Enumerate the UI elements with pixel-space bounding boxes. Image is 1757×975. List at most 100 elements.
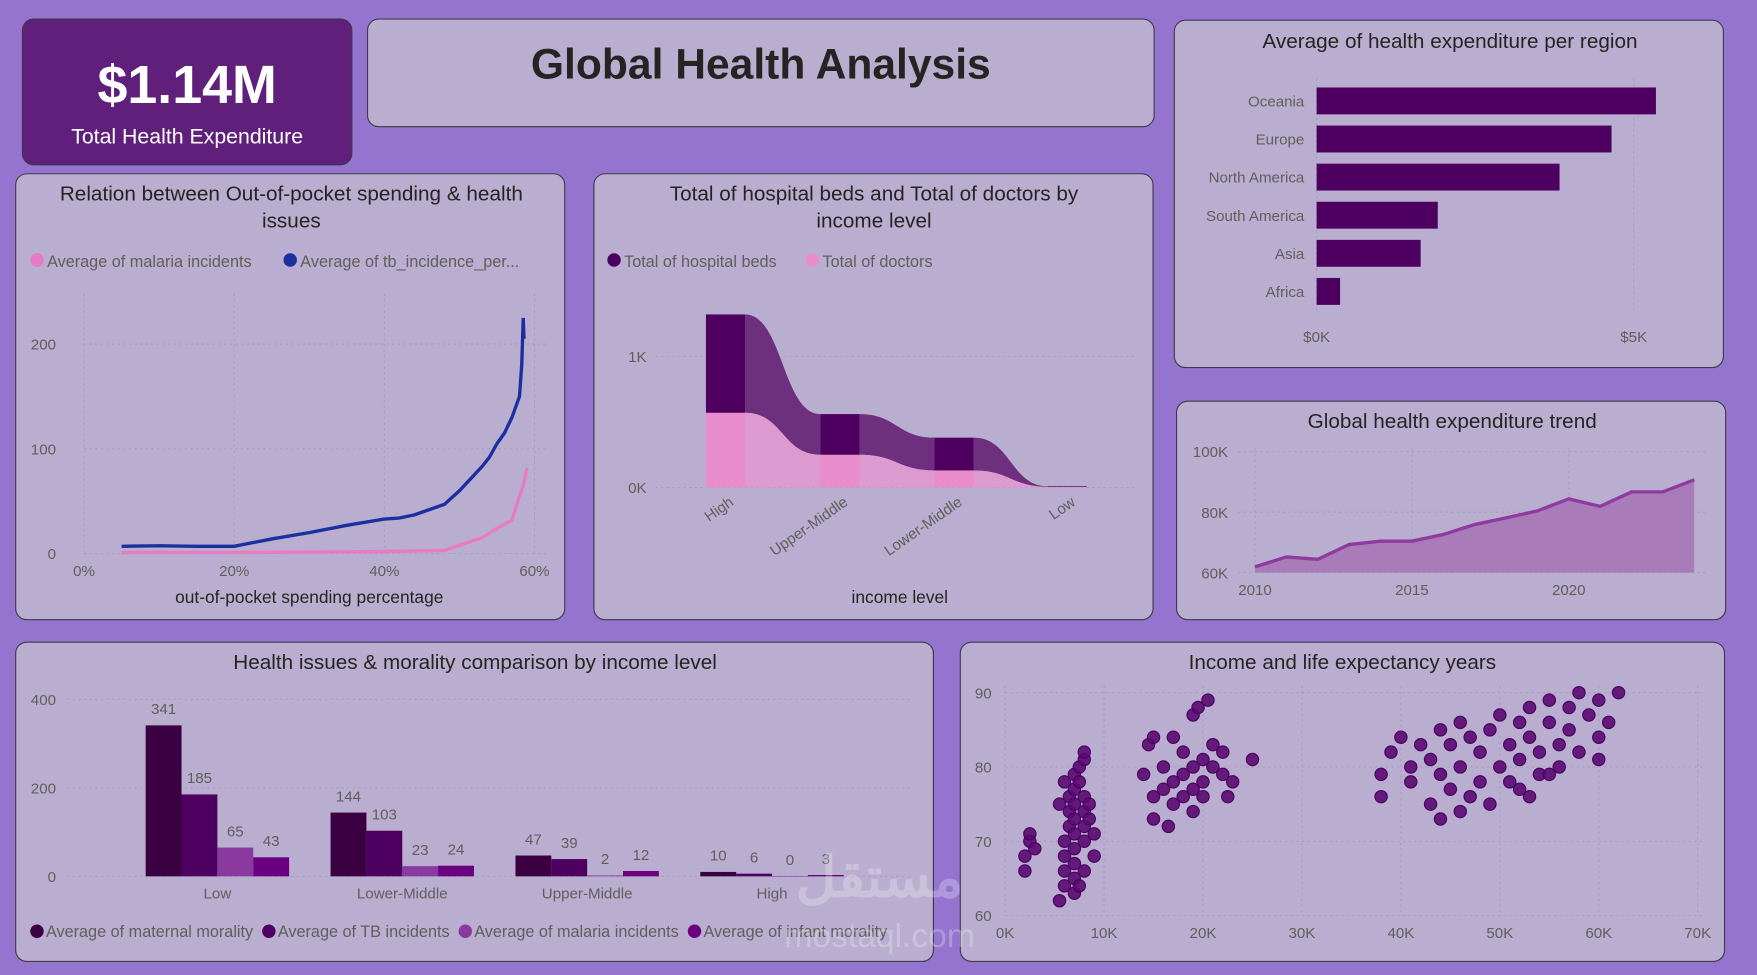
- scatter-point[interactable]: [1146, 789, 1161, 804]
- bar[interactable]: [402, 866, 439, 877]
- scatter-point[interactable]: [1512, 715, 1527, 730]
- scatter-point[interactable]: [1433, 767, 1448, 782]
- scatter-point[interactable]: [1166, 797, 1181, 811]
- bar[interactable]: [438, 865, 474, 877]
- scatter-point[interactable]: [1512, 782, 1527, 796]
- scatter-point[interactable]: [1592, 693, 1606, 707]
- scatter-point[interactable]: [1423, 752, 1438, 767]
- scatter-point[interactable]: [1493, 708, 1507, 722]
- oop-line-chart[interactable]: Relation between Out-of-pocket spending …: [15, 173, 566, 621]
- scatter-point[interactable]: [1443, 737, 1458, 752]
- scatter-point[interactable]: [1503, 775, 1517, 789]
- scatter-point[interactable]: [1082, 797, 1096, 811]
- bar[interactable]: [366, 830, 403, 877]
- scatter-point[interactable]: [1611, 685, 1626, 700]
- scatter-point[interactable]: [1166, 775, 1181, 789]
- column-beds[interactable]: [820, 414, 860, 455]
- scatter-point[interactable]: [1542, 693, 1557, 707]
- scatter-point[interactable]: [1067, 856, 1082, 871]
- column-doctors[interactable]: [705, 412, 746, 488]
- scatter-point[interactable]: [1463, 789, 1477, 804]
- legend-label[interactable]: Average of infant morality: [703, 923, 888, 941]
- scatter-point[interactable]: [1136, 767, 1151, 782]
- scatter-point[interactable]: [1057, 864, 1072, 878]
- scatter-point[interactable]: [1532, 745, 1547, 759]
- scatter-point[interactable]: [1057, 775, 1072, 789]
- scatter-point[interactable]: [1473, 745, 1487, 759]
- scatter-point[interactable]: [1552, 760, 1566, 774]
- scatter-point[interactable]: [1028, 841, 1042, 856]
- scatter-point[interactable]: [1176, 767, 1190, 782]
- scatter-point[interactable]: [1522, 789, 1537, 804]
- bar-europe[interactable]: [1316, 125, 1612, 153]
- scatter-point[interactable]: [1384, 745, 1398, 759]
- scatter-point[interactable]: [1374, 767, 1388, 782]
- bar[interactable]: [217, 847, 254, 877]
- scatter-point[interactable]: [1221, 789, 1235, 804]
- bar[interactable]: [145, 725, 182, 877]
- scatter-point[interactable]: [1552, 737, 1566, 752]
- scatter-point[interactable]: [1562, 723, 1576, 737]
- scatter-point[interactable]: [1463, 730, 1477, 744]
- scatter-point[interactable]: [1186, 782, 1200, 796]
- ribbon-doctors[interactable]: [973, 470, 1048, 488]
- scatter-point[interactable]: [1453, 715, 1467, 730]
- scatter-point[interactable]: [1423, 797, 1438, 811]
- scatter-point[interactable]: [1206, 737, 1220, 752]
- scatter-point[interactable]: [1186, 760, 1200, 774]
- bar-africa[interactable]: [1316, 277, 1341, 305]
- income-life-scatter-chart[interactable]: Income and life expectancy years 60 70 80 9…: [959, 641, 1726, 963]
- scatter-point[interactable]: [1018, 849, 1032, 863]
- scatter-point[interactable]: [1087, 849, 1101, 863]
- column-beds[interactable]: [1047, 486, 1087, 487]
- scatter-point[interactable]: [1067, 827, 1082, 841]
- ribbon-doctors[interactable]: [859, 454, 935, 488]
- column-beds[interactable]: [705, 314, 746, 413]
- bar[interactable]: [253, 857, 290, 877]
- health-issues-bar-chart[interactable]: Health issues & morality comparison by i…: [15, 641, 934, 963]
- scatter-point[interactable]: [1522, 700, 1537, 715]
- scatter-point[interactable]: [1082, 812, 1096, 826]
- scatter-point[interactable]: [1225, 775, 1240, 789]
- bar-asia[interactable]: [1316, 239, 1421, 267]
- scatter-point[interactable]: [1473, 775, 1487, 789]
- bar[interactable]: [623, 871, 659, 877]
- scatter-point[interactable]: [1562, 700, 1576, 715]
- series-line-0[interactable]: [121, 467, 529, 555]
- scatter-point[interactable]: [1522, 730, 1537, 744]
- ribbon-beds[interactable]: [973, 437, 1048, 487]
- scatter-point[interactable]: [1146, 812, 1161, 826]
- scatter-point[interactable]: [1196, 789, 1210, 804]
- scatter-point[interactable]: [1512, 752, 1527, 767]
- scatter-point[interactable]: [1216, 745, 1230, 759]
- scatter-point[interactable]: [1176, 789, 1190, 804]
- column-doctors[interactable]: [1047, 486, 1087, 488]
- scatter-point[interactable]: [1453, 804, 1467, 819]
- series-line-1[interactable]: [121, 317, 526, 548]
- scatter-point[interactable]: [1196, 775, 1210, 789]
- scatter-point[interactable]: [1592, 752, 1606, 767]
- scatter-point[interactable]: [1052, 797, 1067, 811]
- bar[interactable]: [807, 874, 844, 877]
- scatter-point[interactable]: [1057, 849, 1072, 863]
- bar[interactable]: [181, 794, 218, 877]
- scatter-point[interactable]: [1582, 708, 1596, 722]
- legend-label[interactable]: Average of malaria incidents: [47, 253, 252, 271]
- scatter-point[interactable]: [1413, 737, 1428, 752]
- scatter-point[interactable]: [1453, 760, 1467, 774]
- scatter-point[interactable]: [1161, 819, 1176, 834]
- scatter-point[interactable]: [1374, 789, 1388, 804]
- scatter-point[interactable]: [1503, 737, 1517, 752]
- scatter-point[interactable]: [1493, 760, 1507, 774]
- column-beds[interactable]: [934, 437, 974, 471]
- scatter-point[interactable]: [1483, 797, 1497, 811]
- scatter-point[interactable]: [1216, 767, 1230, 782]
- bar-south-america[interactable]: [1316, 201, 1438, 229]
- column-doctors[interactable]: [934, 470, 974, 488]
- bar[interactable]: [700, 871, 737, 877]
- bar[interactable]: [515, 855, 552, 877]
- ribbon-doctors[interactable]: [745, 412, 821, 488]
- beds-doctors-ribbon-chart[interactable]: Total of hospital beds and Total of doct…: [593, 173, 1154, 621]
- scatter-point[interactable]: [1394, 730, 1408, 744]
- scatter-point[interactable]: [1592, 730, 1606, 744]
